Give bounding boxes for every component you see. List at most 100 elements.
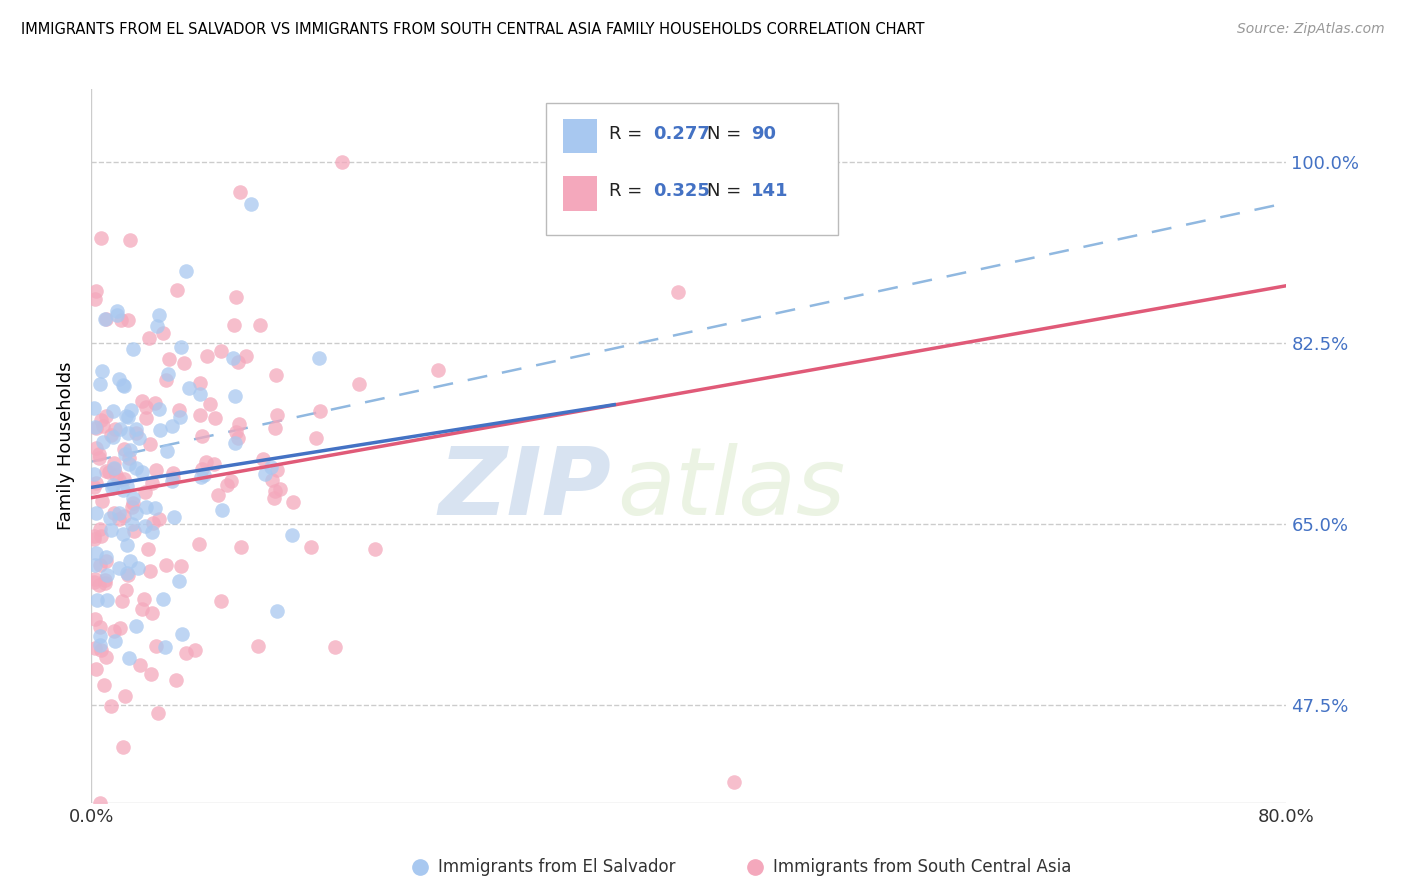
Point: [89, 376, 111, 391]
Point: [426, 363, 449, 377]
Point: [98, 465, 121, 479]
Point: [266, 604, 288, 618]
Point: [135, 500, 157, 514]
Point: [94, 575, 117, 590]
Point: [165, 673, 187, 687]
Point: [145, 463, 167, 477]
Point: [122, 524, 145, 538]
Point: [138, 331, 160, 345]
Point: [128, 432, 150, 446]
Point: [83, 529, 105, 543]
Point: [83, 532, 105, 546]
Point: [96, 464, 118, 478]
Point: [107, 473, 129, 487]
Point: [117, 313, 139, 327]
Point: [94, 409, 117, 423]
Point: [163, 510, 186, 524]
Point: [93, 573, 115, 587]
Point: [141, 607, 163, 621]
Point: [115, 566, 138, 580]
Text: N =: N =: [707, 125, 747, 143]
Point: [309, 403, 332, 417]
Bar: [564, 120, 598, 153]
Point: [83, 401, 105, 416]
Point: [330, 154, 353, 169]
Point: [170, 627, 193, 641]
Point: [84, 545, 107, 559]
Point: [112, 442, 135, 456]
Point: [228, 417, 250, 431]
Point: [269, 482, 291, 496]
Point: [101, 404, 124, 418]
Point: [162, 466, 184, 480]
Point: [121, 343, 143, 357]
Point: [228, 355, 250, 369]
Point: [124, 619, 146, 633]
Point: [83, 480, 105, 494]
Point: [90, 413, 112, 427]
Point: [228, 431, 250, 445]
Point: [94, 554, 117, 568]
Point: [121, 500, 143, 514]
Point: [157, 368, 180, 382]
Point: [84, 506, 107, 520]
Point: [264, 484, 287, 499]
Point: [162, 471, 184, 485]
Point: [155, 640, 177, 654]
Point: [111, 739, 134, 754]
Point: [107, 304, 129, 318]
Point: [160, 418, 183, 433]
Point: [94, 312, 117, 326]
Text: ZIP: ZIP: [439, 442, 612, 535]
Point: [266, 409, 288, 423]
Point: [145, 500, 167, 515]
Point: [104, 422, 127, 436]
Point: [195, 455, 218, 469]
Point: [117, 425, 139, 440]
Point: [120, 442, 142, 457]
Point: [100, 482, 122, 496]
Point: [249, 318, 271, 332]
Point: [84, 292, 107, 306]
Point: [112, 509, 135, 524]
Point: [299, 540, 322, 554]
Point: [209, 593, 232, 607]
Point: [84, 572, 107, 586]
Point: [96, 568, 118, 582]
Point: [139, 565, 162, 579]
Point: [152, 591, 174, 606]
Text: 90: 90: [751, 125, 776, 143]
Text: 0.325: 0.325: [652, 182, 710, 200]
Point: [105, 308, 128, 322]
Point: [108, 422, 131, 436]
Point: [162, 474, 184, 488]
Point: [90, 230, 112, 244]
Point: [263, 421, 285, 435]
Point: [103, 624, 125, 639]
Point: [260, 473, 283, 487]
Point: [96, 593, 118, 607]
Point: [174, 647, 197, 661]
Point: [266, 463, 288, 477]
Point: [83, 612, 105, 626]
Point: [122, 491, 145, 505]
Point: [84, 419, 107, 434]
Point: [90, 643, 112, 657]
Point: [211, 503, 233, 517]
Point: [188, 537, 211, 551]
Point: [89, 447, 111, 461]
Point: [94, 549, 117, 564]
Point: [117, 567, 139, 582]
Point: [96, 649, 118, 664]
Y-axis label: Family Households: Family Households: [56, 362, 75, 530]
Point: [202, 458, 225, 472]
Point: [89, 620, 111, 634]
Point: [191, 429, 214, 443]
Point: [90, 529, 112, 543]
Point: [125, 461, 148, 475]
Point: [108, 512, 131, 526]
Point: [118, 457, 141, 471]
Point: [157, 351, 180, 366]
Point: [166, 283, 188, 297]
Point: [148, 308, 170, 322]
